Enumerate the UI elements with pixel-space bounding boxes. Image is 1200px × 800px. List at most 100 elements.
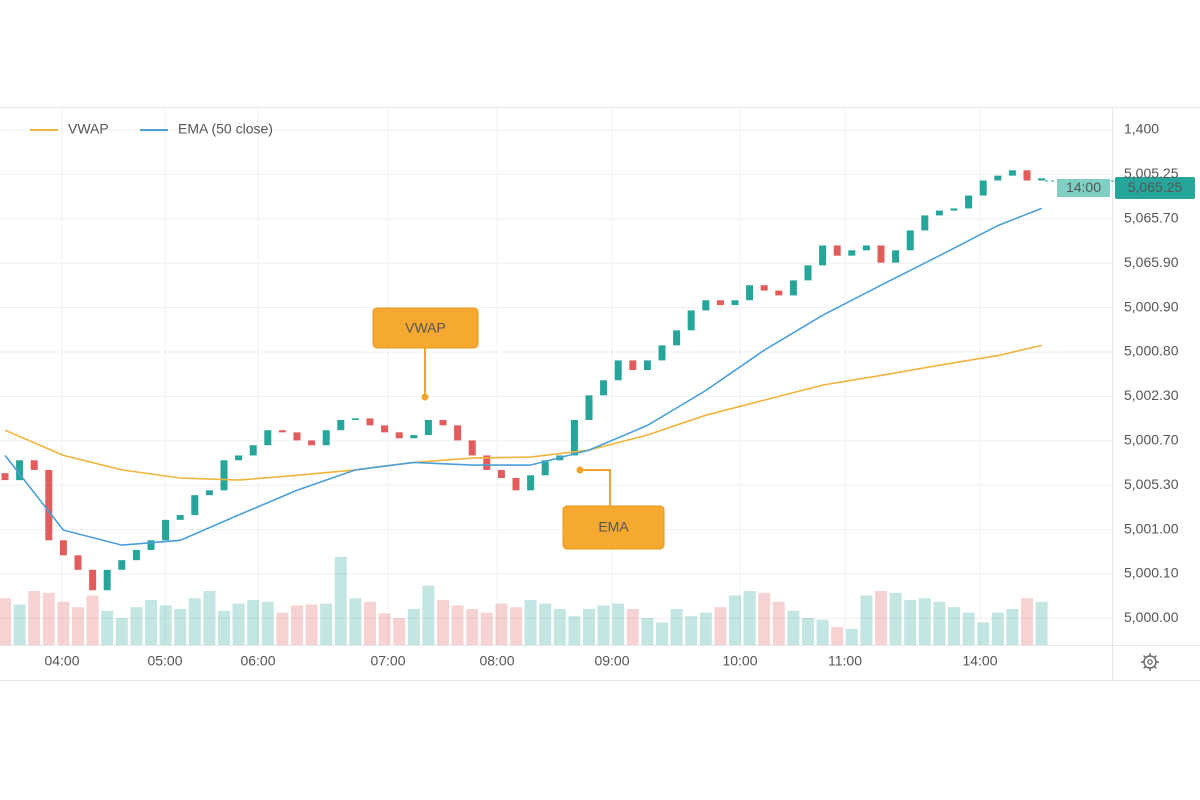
volume-bar [393,618,406,645]
volume-bar [918,598,931,645]
volume-bar [758,592,771,645]
candle-body [673,330,681,346]
price-label: 5,000.70 [1124,432,1179,448]
candle-body [483,455,491,470]
time-label: 04:00 [44,653,79,669]
candle-body [395,432,403,439]
volume-bar [729,595,741,645]
volume-layer [0,556,1048,645]
volume-bar [42,592,55,645]
volume-bar [860,595,873,645]
last-price-label: 5,065.25 [1128,179,1183,195]
volume-bar [115,618,128,645]
volume-bar [524,600,537,645]
line-layer [4,207,1042,546]
candle-body [366,418,374,426]
candle-body [132,549,140,561]
price-label: 5,000.00 [1124,609,1179,625]
volume-bar [656,622,668,645]
volume-bar [466,609,479,645]
annotation-connector [580,469,611,506]
volume-bar [334,556,347,645]
volume-bar [568,616,581,645]
volume-bar [101,610,114,645]
volume-bar [451,605,464,645]
candle-body [322,430,330,446]
candle-body [731,300,739,306]
price-label: 5,065.70 [1124,210,1179,226]
candle-body [979,180,987,196]
volume-bar [831,627,844,645]
volume-bar [57,601,70,645]
settings-icon[interactable] [1141,653,1159,671]
volume-bar [145,600,157,645]
candle-body [264,430,272,446]
candle-body [497,469,505,478]
candle-body [205,490,213,496]
candle-body [293,432,301,441]
volume-bar [407,609,420,645]
candle-body [249,445,257,456]
volume-bar [1006,609,1019,645]
annotation-dot [576,466,584,474]
volume-bar [422,585,435,645]
candle-body [235,455,243,461]
volume-bar [772,601,785,645]
volume-bar [349,598,362,645]
volume-bar [991,612,1004,645]
volume-bar [378,613,391,645]
volume-bar [130,607,143,645]
last-price-box [1115,177,1195,199]
volume-bar [305,604,318,645]
candle-body [191,495,199,516]
candle-body [351,418,359,420]
time-label: 07:00 [370,653,405,669]
volume-bar [553,609,566,645]
volume-bar [291,605,303,645]
candle-body [643,360,651,371]
candle-body [702,300,710,311]
candle-body [965,195,973,209]
candle-body [833,245,841,256]
volume-bar [699,612,712,645]
volume-bar [583,609,595,645]
overlay-layer: VWAP EMA 14:00 5,065.25 [372,177,1195,550]
volume-bar [670,609,683,645]
volume-bar [962,612,975,645]
time-label: 14:00 [962,653,997,669]
candle-body [921,215,929,231]
volume-bar [159,605,172,645]
candle-body [308,440,316,446]
candle-body [541,460,549,476]
candle-body [527,475,535,491]
price-label: 1,400 [1124,121,1159,137]
annotation-box [562,505,665,550]
volume-bar [597,605,610,645]
time-label: 11:00 [828,653,862,669]
volume-bar [933,601,946,645]
volume-bar [247,600,260,645]
volume-bar [685,616,698,645]
price-label: 5,065.90 [1124,254,1179,270]
legend-label: VWAP [68,121,109,137]
candle-body [410,435,418,439]
candle-body [424,419,432,436]
volume-bar [0,598,11,645]
candle-body [381,425,389,433]
volume-bar [714,607,727,645]
volume-bar [510,607,522,645]
volume-bar [787,610,800,645]
annotation-box [372,307,479,349]
last-price-time-box [1057,179,1110,197]
volume-bar [626,609,639,645]
candle-body [162,519,170,541]
candle-body [804,265,812,281]
time-label: 06:00 [240,653,275,669]
candle-layer [1,170,1046,591]
candle-body [89,569,97,591]
candle-body [746,285,754,301]
volume-bar [320,603,333,645]
price-label: 5,000.80 [1124,343,1179,359]
volume-bar [13,604,26,645]
